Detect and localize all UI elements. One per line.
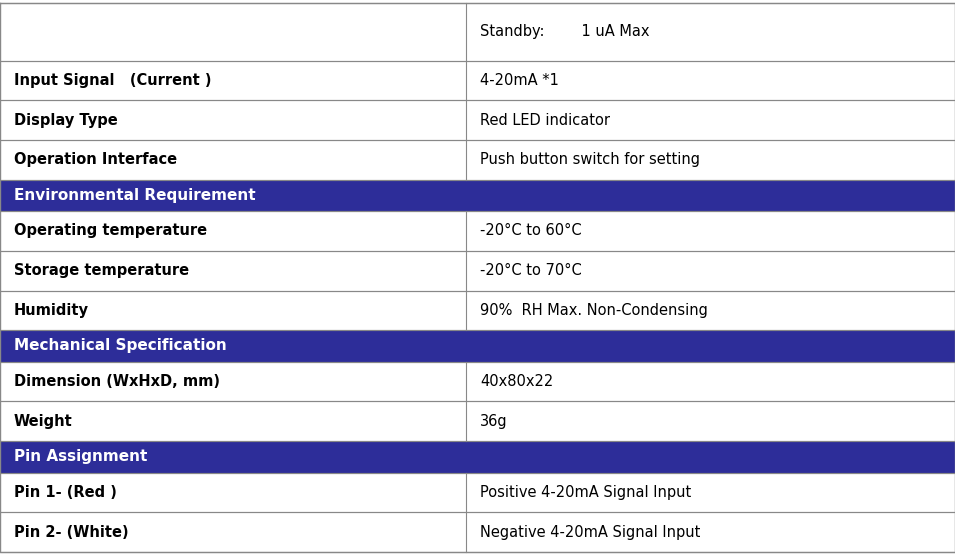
Bar [0, 3, 466, 60]
Bar [466, 100, 955, 140]
Text: Dimension (WxHxD, mm): Dimension (WxHxD, mm) [14, 374, 220, 389]
Text: 90%  RH Max. Non-Condensing: 90% RH Max. Non-Condensing [480, 303, 708, 318]
Bar [0, 100, 466, 140]
Text: Operation Interface: Operation Interface [14, 153, 177, 168]
Bar [466, 291, 955, 330]
Text: Pin 1- (Red ): Pin 1- (Red ) [14, 485, 117, 500]
Bar [0, 60, 466, 100]
Text: Humidity: Humidity [14, 303, 89, 318]
Text: 4-20mA *1: 4-20mA *1 [480, 73, 559, 88]
Bar [0, 291, 466, 330]
Bar [0, 512, 466, 552]
Bar [0, 180, 955, 211]
Text: Mechanical Specification: Mechanical Specification [14, 339, 226, 354]
Bar [0, 251, 466, 291]
Bar [466, 251, 955, 291]
Bar [466, 512, 955, 552]
Bar [466, 60, 955, 100]
Text: Operating temperature: Operating temperature [14, 224, 207, 239]
Text: -20°C to 70°C: -20°C to 70°C [480, 263, 582, 278]
Text: Storage temperature: Storage temperature [14, 263, 189, 278]
Text: 36g: 36g [480, 414, 508, 429]
Text: -20°C to 60°C: -20°C to 60°C [480, 224, 582, 239]
Bar [0, 441, 955, 472]
Bar [466, 401, 955, 441]
Bar [466, 362, 955, 401]
Bar [0, 330, 955, 362]
Text: Pin Assignment: Pin Assignment [14, 450, 147, 465]
Text: Standby:        1 uA Max: Standby: 1 uA Max [480, 24, 649, 39]
Bar [0, 401, 466, 441]
Text: Red LED indicator: Red LED indicator [480, 113, 610, 128]
Text: Environmental Requirement: Environmental Requirement [14, 188, 256, 203]
Bar [0, 211, 466, 251]
Text: Negative 4-20mA Signal Input: Negative 4-20mA Signal Input [480, 524, 700, 539]
Text: Pin 2- (White): Pin 2- (White) [14, 524, 129, 539]
Bar [466, 140, 955, 180]
Text: Weight: Weight [14, 414, 73, 429]
Text: Push button switch for setting: Push button switch for setting [480, 153, 700, 168]
Bar [466, 472, 955, 512]
Text: Positive 4-20mA Signal Input: Positive 4-20mA Signal Input [480, 485, 691, 500]
Text: Display Type: Display Type [14, 113, 117, 128]
Bar [0, 362, 466, 401]
Text: Input Signal   (Current ): Input Signal (Current ) [14, 73, 211, 88]
Bar [0, 472, 466, 512]
Bar [466, 211, 955, 251]
Bar [0, 140, 466, 180]
Text: 40x80x22: 40x80x22 [480, 374, 553, 389]
Bar [466, 3, 955, 60]
